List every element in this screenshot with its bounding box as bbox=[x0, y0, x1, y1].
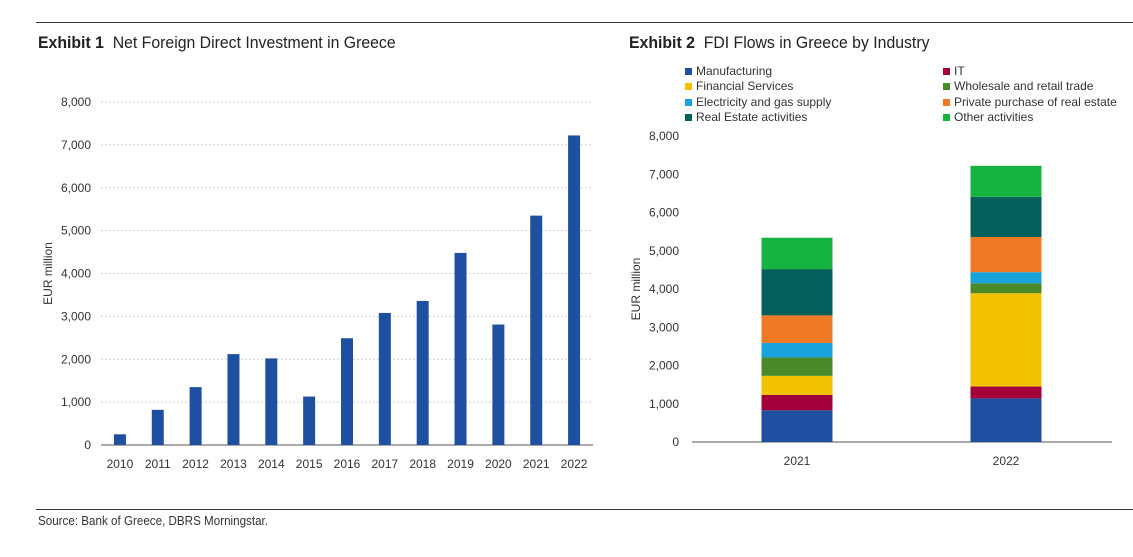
segment-2022-real-estate-activities bbox=[970, 196, 1042, 237]
exhibit2-heading: FDI Flows in Greece by Industry bbox=[703, 33, 930, 52]
x-tick-label: 2017 bbox=[371, 457, 398, 471]
segment-2021-financial-services bbox=[761, 375, 833, 395]
x-tick-label: 2021 bbox=[784, 454, 811, 468]
y-axis-label: EUR million bbox=[629, 258, 643, 321]
exhibit1-label: Exhibit 1 bbox=[38, 33, 104, 52]
y-tick-label: 4,000 bbox=[649, 282, 679, 296]
legend-swatch bbox=[685, 83, 692, 90]
y-tick-label: 3,000 bbox=[649, 320, 679, 334]
segment-2022-wholesale-and-retail-trade bbox=[970, 283, 1042, 294]
y-tick-label: 7,000 bbox=[649, 167, 679, 181]
x-tick-label: 2011 bbox=[145, 457, 171, 471]
segment-2022-manufacturing bbox=[970, 398, 1042, 442]
legend-swatch bbox=[943, 83, 950, 90]
exhibit1-heading: Net Foreign Direct Investment in Greece bbox=[112, 33, 396, 52]
x-tick-label: 2012 bbox=[182, 457, 209, 471]
bar-2013 bbox=[227, 354, 240, 445]
y-tick-label: 8,000 bbox=[61, 95, 91, 109]
legend-swatch bbox=[943, 114, 950, 121]
legend-swatch bbox=[685, 68, 692, 75]
segment-2021-manufacturing bbox=[761, 410, 833, 442]
bar-2016 bbox=[341, 338, 353, 445]
legend-label: Electricity and gas supply bbox=[696, 95, 831, 109]
x-tick-label: 2014 bbox=[258, 457, 285, 471]
y-tick-label: 1,000 bbox=[61, 395, 91, 409]
exhibit2-stacked-bar-chart: Manufacturing IT Financial Services Wholesa… bbox=[629, 64, 1117, 468]
bar-2015 bbox=[303, 396, 316, 445]
y-tick-label: 3,000 bbox=[61, 309, 91, 323]
source-note: Source: Bank of Greece, DBRS Morningstar… bbox=[38, 514, 269, 528]
segment-2021-private-purchase-of-real-estate bbox=[761, 315, 833, 343]
exhibit2-label: Exhibit 2 bbox=[629, 33, 695, 52]
legend-swatch bbox=[685, 99, 692, 106]
legend-swatch bbox=[943, 68, 950, 75]
bar-2020 bbox=[492, 324, 505, 445]
bar-2022 bbox=[568, 135, 581, 445]
y-tick-label: 5,000 bbox=[61, 224, 91, 238]
bar-2019 bbox=[454, 252, 467, 445]
bar-2010 bbox=[113, 434, 126, 445]
y-tick-label: 4,000 bbox=[61, 267, 91, 281]
x-tick-label: 2018 bbox=[409, 457, 436, 471]
segment-2022-electricity-and-gas-supply bbox=[970, 272, 1042, 284]
top-rule bbox=[36, 22, 1133, 23]
x-tick-label: 2013 bbox=[220, 457, 247, 471]
legend-label: Real Estate activities bbox=[696, 110, 807, 124]
y-tick-label: 8,000 bbox=[649, 129, 679, 143]
legend-label: IT bbox=[954, 64, 965, 78]
segment-2021-electricity-and-gas-supply bbox=[761, 342, 833, 358]
x-tick-label: 2022 bbox=[561, 457, 588, 471]
y-tick-label: 1,000 bbox=[649, 397, 679, 411]
segment-2022-it bbox=[970, 386, 1042, 399]
segment-2022-other-activities bbox=[970, 165, 1042, 197]
x-tick-label: 2019 bbox=[447, 457, 474, 471]
bar-2011 bbox=[151, 409, 164, 445]
y-tick-label: 0 bbox=[672, 435, 679, 449]
y-tick-label: 0 bbox=[84, 438, 91, 452]
bar-2021 bbox=[530, 215, 543, 445]
bar-2012 bbox=[189, 387, 202, 445]
bar-2017 bbox=[378, 312, 391, 445]
bottom-rule bbox=[36, 509, 1133, 510]
x-tick-label: 2015 bbox=[296, 457, 323, 471]
y-axis-label: EUR million bbox=[41, 242, 55, 305]
y-tick-label: 5,000 bbox=[649, 244, 679, 258]
segment-2021-it bbox=[761, 394, 833, 411]
segment-2021-wholesale-and-retail-trade bbox=[761, 357, 833, 376]
segment-2022-financial-services bbox=[970, 293, 1042, 387]
legend-label: Private purchase of real estate bbox=[954, 95, 1117, 109]
exhibit1-title: Exhibit 1 Net Foreign Direct Investment … bbox=[38, 33, 396, 53]
x-tick-label: 2016 bbox=[334, 457, 361, 471]
legend-swatch bbox=[943, 99, 950, 106]
segment-2021-real-estate-activities bbox=[761, 269, 833, 316]
x-tick-label: 2020 bbox=[485, 457, 512, 471]
exhibit1-bar-chart: 0 1,000 2,000 3,000 4,000 5,000 6,000 7,000 8,00… bbox=[41, 95, 593, 471]
bar-2014 bbox=[265, 358, 278, 445]
x-tick-label: 2010 bbox=[107, 457, 134, 471]
y-tick-label: 7,000 bbox=[61, 138, 91, 152]
legend-label: Manufacturing bbox=[696, 64, 772, 78]
y-tick-label: 2,000 bbox=[61, 352, 91, 366]
segment-2022-private-purchase-of-real-estate bbox=[970, 236, 1042, 273]
y-tick-label: 6,000 bbox=[61, 181, 91, 195]
x-tick-label: 2022 bbox=[993, 454, 1020, 468]
y-tick-label: 6,000 bbox=[649, 206, 679, 220]
legend-label: Wholesale and retail trade bbox=[954, 79, 1094, 93]
bar-2018 bbox=[416, 300, 429, 445]
x-tick-label: 2021 bbox=[523, 457, 550, 471]
y-tick-label: 2,000 bbox=[649, 359, 679, 373]
legend-label: Financial Services bbox=[696, 79, 793, 93]
segment-2021-other-activities bbox=[761, 237, 833, 270]
legend-label: Other activities bbox=[954, 110, 1033, 124]
legend-swatch bbox=[685, 114, 692, 121]
exhibit2-title: Exhibit 2 FDI Flows in Greece by Industr… bbox=[629, 33, 930, 53]
